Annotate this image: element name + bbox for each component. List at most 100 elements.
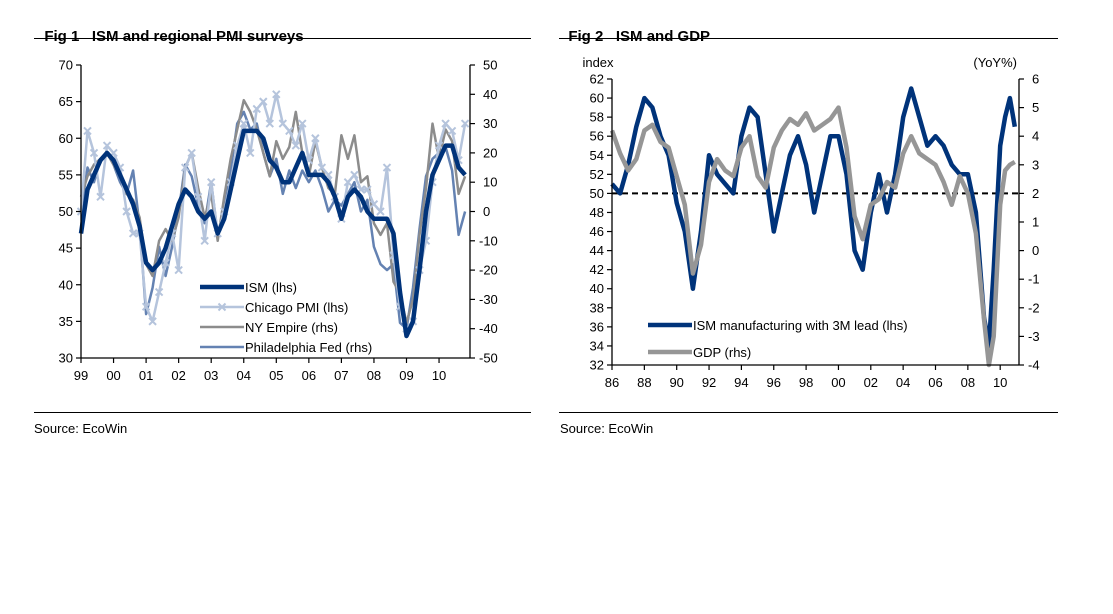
chicago-pmi-marker <box>252 104 261 114</box>
chicago-pmi-marker <box>96 192 105 202</box>
right-axis-tick-label: 1 <box>1032 215 1039 230</box>
left-axis-tick-label: 62 <box>590 72 604 87</box>
fig1-bottom-rule <box>34 412 531 413</box>
x-axis-tick-label: 88 <box>637 375 651 390</box>
x-axis-tick-label: 09 <box>399 368 413 383</box>
chicago-pmi-marker <box>317 163 327 172</box>
chicago-pmi-marker <box>278 119 288 128</box>
fig2-source: Source: EcoWin <box>560 421 654 436</box>
fig1-top-rule <box>34 38 531 39</box>
fig2-bottom-rule <box>559 412 1058 413</box>
left-axis-tick-label: 30 <box>59 351 73 366</box>
left-axis-tick-label: 32 <box>590 358 604 373</box>
chicago-pmi-marker <box>291 141 301 150</box>
right-axis-tick-label: 3 <box>1032 157 1039 172</box>
chicago-pmi-marker <box>89 148 99 158</box>
x-axis-tick-label: 06 <box>928 375 942 390</box>
right-axis-tick-label: -2 <box>1028 300 1040 315</box>
left-axis-tick-label: 50 <box>590 186 604 201</box>
x-axis-tick-label: 06 <box>302 368 316 383</box>
left-axis-tick-label: 55 <box>59 167 73 182</box>
left-axis-tick-label: 40 <box>590 281 604 296</box>
fig2-title-text: ISM and GDP <box>615 28 711 45</box>
legend-label: Chicago PMI (lhs) <box>245 300 348 315</box>
chicago-pmi-marker <box>460 119 470 128</box>
left-axis-tick-label: 60 <box>590 91 604 106</box>
chicago-pmi-marker <box>298 119 307 128</box>
left-axis-tick-label: 65 <box>59 94 73 109</box>
chicago-pmi-marker <box>206 177 216 187</box>
legend-label: ISM manufacturing with 3M lead (lhs) <box>693 318 908 333</box>
fig1-label: Fig 1 <box>44 28 80 45</box>
chicago-pmi-marker <box>343 177 353 187</box>
right-axis-tick-label: 30 <box>483 116 497 131</box>
left-axis-tick-label: 38 <box>590 300 604 315</box>
chicago-pmi-marker <box>239 119 248 128</box>
right-axis-tick-label: 0 <box>483 204 490 219</box>
legend-label: Philadelphia Fed (rhs) <box>245 340 372 355</box>
left-axis-tick-label: 44 <box>590 243 604 258</box>
x-axis-tick-label: 03 <box>204 368 218 383</box>
right-axis-tick-label: 40 <box>483 87 497 102</box>
x-axis-tick-label: 98 <box>799 375 813 390</box>
left-axis-tick-label: 36 <box>590 319 604 334</box>
x-axis-tick-label: 05 <box>269 368 283 383</box>
chart2-series-group <box>609 86 1019 368</box>
left-axis-tick-label: 46 <box>590 224 604 239</box>
right-axis-tick-label: -50 <box>479 351 498 366</box>
right-axis-tick-label: 10 <box>483 175 497 190</box>
chicago-pmi-marker <box>363 185 372 194</box>
x-axis-tick-label: 10 <box>993 375 1007 390</box>
chicago-pmi-marker <box>434 141 444 150</box>
chicago-pmi-marker <box>382 163 392 172</box>
right-axis-tick-label: 20 <box>483 145 497 160</box>
right-axis-tick-label: 50 <box>483 58 497 73</box>
chicago-pmi-marker <box>83 126 92 136</box>
x-axis-tick-label: 04 <box>237 368 251 383</box>
chicago-pmi-marker <box>148 317 157 326</box>
left-axis-tick-label: 56 <box>590 129 604 144</box>
x-axis-tick-label: 90 <box>669 375 683 390</box>
right-axis-tick-label: 5 <box>1032 100 1039 115</box>
left-axis-tick-label: 34 <box>590 338 604 353</box>
x-axis-tick-label: 08 <box>367 368 381 383</box>
left-axis-tick-label: 35 <box>59 314 73 329</box>
series-line-ism-lhs <box>78 128 467 339</box>
fig1-title-text: ISM and regional PMI surveys <box>91 28 304 45</box>
chicago-pmi-marker <box>447 126 457 136</box>
chicago-pmi-marker <box>187 148 196 158</box>
left-axis-tick-label: 48 <box>590 205 604 220</box>
chicago-pmi-marker <box>128 229 138 238</box>
fig2-label: Fig 2 <box>568 28 604 45</box>
x-axis-tick-label: 01 <box>139 368 153 383</box>
right-axis-tick-label: -10 <box>479 233 498 248</box>
fig1-source: Source: EcoWin <box>34 421 128 436</box>
fig2-top-rule <box>559 38 1058 39</box>
x-axis-tick-label: 00 <box>831 375 845 390</box>
chicago-pmi-marker <box>200 236 209 246</box>
x-axis-tick-label: 08 <box>961 375 975 390</box>
chicago-pmi-marker <box>272 90 281 99</box>
legend-marker-x <box>217 302 227 312</box>
right-axis-tick-label: -4 <box>1028 358 1040 373</box>
x-axis-tick-label: 00 <box>106 368 120 383</box>
chicago-pmi-marker <box>265 119 274 128</box>
left-axis-tick-label: 42 <box>590 262 604 277</box>
chicago-pmi-marker <box>122 207 131 216</box>
right-axis-tick-label: -30 <box>479 292 498 307</box>
right-axis-tick-label: -20 <box>479 263 498 278</box>
right-axis-tick-label: -40 <box>479 321 498 336</box>
right-axis-tick-label: 2 <box>1032 186 1039 201</box>
right-axis-tick-label: -1 <box>1028 272 1040 287</box>
series-line-gdp-rhs <box>609 105 1016 368</box>
left-axis-tick-label: 54 <box>590 148 604 163</box>
chicago-pmi-marker <box>102 141 112 150</box>
chicago-pmi-marker <box>246 148 255 158</box>
chicago-pmi-marker <box>141 302 151 311</box>
chicago-pmi-marker <box>369 199 379 209</box>
chicago-pmi-marker <box>154 287 164 297</box>
left-axis-tick-label: 70 <box>59 58 73 73</box>
chart2-legend: ISM manufacturing with 3M lead (lhs) GDP … <box>648 318 908 360</box>
